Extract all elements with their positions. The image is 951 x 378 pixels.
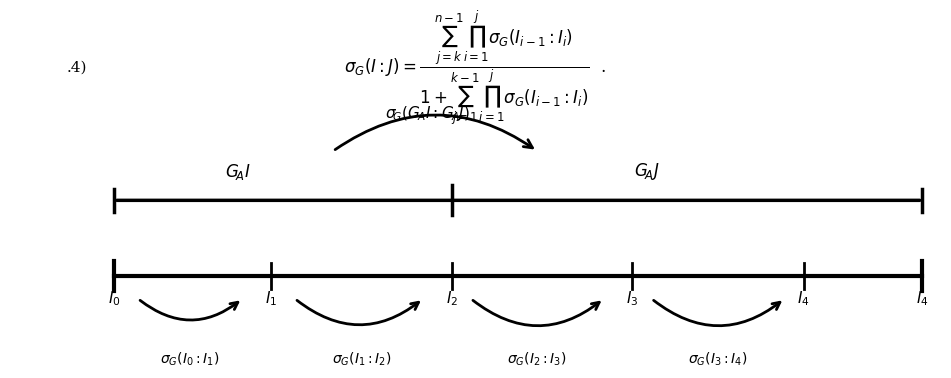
Text: $I_2$: $I_2$ — [446, 289, 457, 308]
FancyArrowPatch shape — [473, 301, 599, 326]
Text: $I_1$: $I_1$ — [265, 289, 277, 308]
Text: $I_0$: $I_0$ — [107, 289, 121, 308]
Text: $\sigma_G(I_0{:}I_1)$: $\sigma_G(I_0{:}I_1)$ — [161, 350, 220, 368]
Text: $I_4$: $I_4$ — [797, 289, 810, 308]
FancyArrowPatch shape — [297, 301, 418, 325]
Text: $I_4$: $I_4$ — [916, 289, 929, 308]
Text: $\sigma_G(I_3{:}I_4)$: $\sigma_G(I_3{:}I_4)$ — [689, 350, 747, 368]
Text: $\sigma_G(I_2{:}I_3)$: $\sigma_G(I_2{:}I_3)$ — [508, 350, 567, 368]
FancyArrowPatch shape — [140, 301, 238, 320]
Text: $\sigma_{\!G}(G_{\!A}I{:}G_{\!A}J)$: $\sigma_{\!G}(G_{\!A}I{:}G_{\!A}J)$ — [385, 104, 471, 123]
Text: $\sigma_G(I_1{:}I_2)$: $\sigma_G(I_1{:}I_2)$ — [332, 350, 391, 368]
Text: $I_3$: $I_3$ — [626, 289, 639, 308]
Text: .4): .4) — [67, 61, 87, 75]
Text: $G_{\!A}J$: $G_{\!A}J$ — [633, 161, 660, 183]
Text: $\sigma_G(I:J) = \dfrac{\sum_{j=k}^{n-1}\prod_{i=1}^{j}\sigma_G(I_{i-1}:I_i)}{1+: $\sigma_G(I:J) = \dfrac{\sum_{j=k}^{n-1}… — [344, 9, 607, 127]
FancyArrowPatch shape — [653, 301, 780, 326]
Text: $G_{\!A}I$: $G_{\!A}I$ — [224, 162, 251, 182]
FancyArrowPatch shape — [335, 115, 533, 150]
